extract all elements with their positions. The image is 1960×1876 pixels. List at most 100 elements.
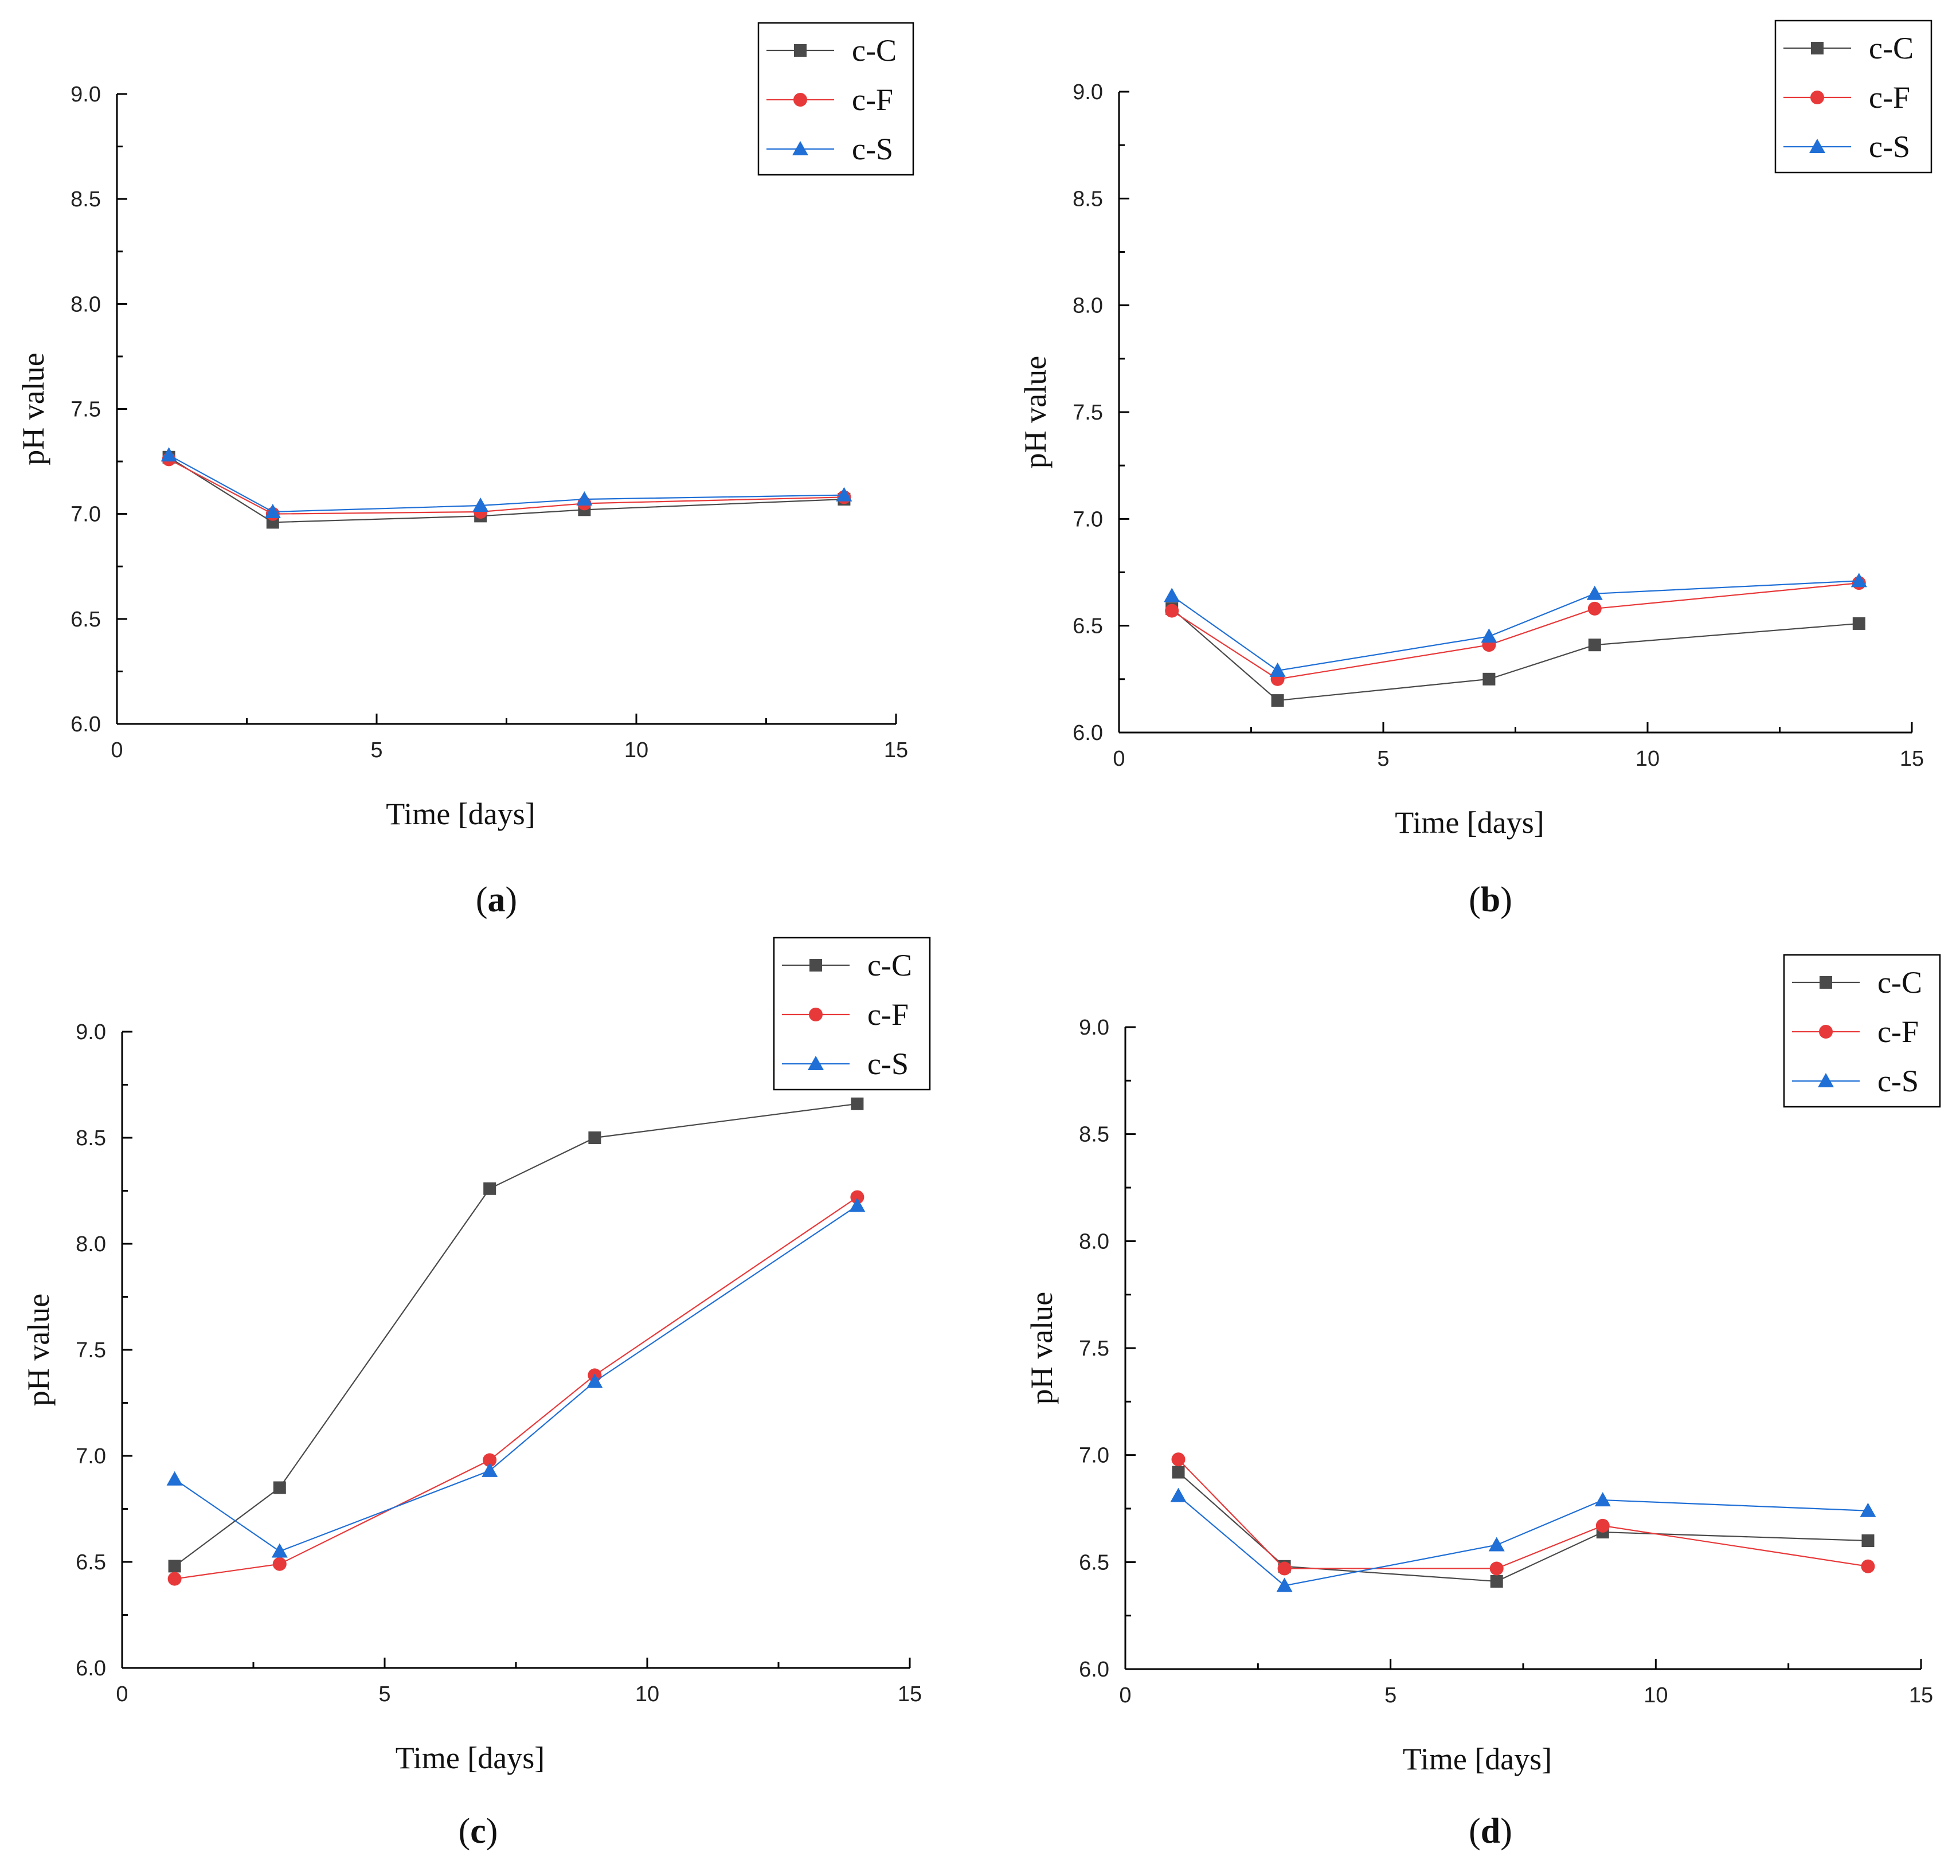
y-tick-label: 6.0 [1073, 721, 1103, 745]
legend-marker-c-C [1811, 42, 1824, 54]
y-tick-label: 6.5 [76, 1550, 106, 1575]
series-line-c-C [174, 1103, 858, 1567]
series-line-c-F [1177, 1459, 1868, 1569]
y-tick-label: 9.0 [71, 83, 101, 107]
data-point-c-S [1276, 1577, 1293, 1592]
legend-label-c-S: c-S [1869, 130, 1910, 164]
legend-marker-c-F [793, 93, 807, 107]
y-axis-title: pH value [21, 1294, 56, 1406]
y-tick-label: 7.5 [1079, 1337, 1109, 1361]
y-tick-label: 9.0 [1079, 1016, 1109, 1040]
data-point-c-C [483, 1182, 496, 1195]
x-axis-title: Time [days] [1395, 805, 1544, 840]
legend-marker-c-C [809, 959, 822, 972]
x-tick-label: 0 [1119, 1683, 1131, 1707]
data-point-c-C [1861, 1534, 1875, 1547]
x-tick-label: 15 [1900, 747, 1924, 771]
legend-marker-c-F [809, 1008, 823, 1021]
data-point-c-S [1586, 585, 1603, 600]
data-point-c-S [836, 487, 852, 502]
x-tick-label: 5 [370, 738, 382, 762]
legend-marker-c-S [808, 1056, 824, 1070]
legend-label-c-F: c-F [852, 83, 893, 117]
y-tick-label: 8.0 [1079, 1229, 1109, 1254]
data-point-c-C [1490, 1575, 1503, 1588]
legend-label-c-C: c-C [1877, 965, 1922, 1000]
data-point-c-S [482, 1462, 498, 1477]
legend-marker-c-S [1818, 1073, 1834, 1087]
caption-close-paren: ) [486, 1812, 498, 1851]
y-tick-label: 9.0 [76, 1020, 106, 1044]
legend-label-c-S: c-S [852, 132, 893, 166]
legend-label-c-S: c-S [1877, 1064, 1919, 1098]
x-tick-label: 10 [1636, 747, 1660, 771]
y-tick-label: 8.0 [1073, 294, 1103, 318]
data-point-c-C [1271, 694, 1284, 707]
data-point-c-F [1595, 1518, 1610, 1533]
legend-label-c-F: c-F [867, 997, 909, 1032]
caption-letter: d [1481, 1812, 1500, 1851]
legend: c-C c-F c-S [773, 937, 931, 1091]
data-point-c-F [1277, 1561, 1292, 1576]
data-point-c-C [851, 1097, 864, 1110]
y-axis-title: pH value [16, 353, 50, 465]
y-tick-label: 7.0 [1073, 507, 1103, 531]
y-tick-label: 8.0 [76, 1232, 106, 1256]
legend-label-c-C: c-C [1869, 31, 1914, 65]
panel-caption: (a) [476, 880, 517, 919]
legend: c-C c-F c-S [1774, 19, 1932, 174]
y-tick-label: 8.5 [71, 187, 101, 212]
data-point-c-S [1269, 662, 1286, 677]
data-point-c-C [588, 1131, 601, 1144]
y-tick-label: 7.5 [71, 398, 101, 422]
caption-letter: a [488, 880, 506, 919]
data-point-c-S [1860, 1502, 1876, 1517]
y-tick-label: 7.0 [76, 1444, 106, 1468]
legend-label-c-S: c-S [867, 1047, 909, 1081]
y-tick-label: 6.5 [1079, 1550, 1109, 1575]
y-tick-label: 9.0 [1073, 80, 1103, 104]
data-point-c-S [271, 1543, 288, 1558]
y-tick-label: 6.5 [71, 608, 101, 632]
y-tick-label: 6.5 [1073, 614, 1103, 639]
data-point-c-S [1488, 1537, 1505, 1552]
y-tick-label: 6.0 [71, 712, 101, 737]
data-point-c-S [586, 1373, 603, 1388]
x-tick-label: 5 [378, 1682, 390, 1706]
data-point-c-F [1861, 1559, 1875, 1573]
panel-caption: (d) [1469, 1812, 1512, 1851]
data-point-c-S [849, 1197, 866, 1212]
caption-open-paren: ( [459, 1812, 471, 1851]
chart-panel-b: 6.0 6.5 7.0 7.5 8.0 8.5 9.0 0 5 10 15 Time [days] pH… [1018, 19, 1932, 919]
x-tick-label: 0 [116, 1682, 128, 1706]
data-point-c-F [1171, 1452, 1186, 1467]
chart-panel-d: 6.0 6.5 7.0 7.5 8.0 8.5 9.0 0 5 10 15 Time [days] pH… [1024, 954, 1941, 1851]
data-point-c-C [1482, 672, 1496, 686]
y-tick-label: 7.0 [1079, 1444, 1109, 1468]
legend: c-C c-F c-S [757, 22, 914, 176]
legend-label-c-C: c-C [867, 948, 912, 982]
data-point-c-S [264, 504, 281, 519]
caption-letter: c [470, 1812, 486, 1851]
legend-marker-c-S [792, 141, 808, 155]
data-point-c-F [167, 1572, 182, 1586]
x-tick-label: 15 [884, 738, 908, 762]
legend: c-C c-F c-S [1783, 954, 1941, 1108]
y-axis-title: pH value [1018, 356, 1053, 468]
data-point-c-S [1164, 588, 1180, 602]
legend-marker-c-C [794, 44, 807, 57]
legend-label-c-F: c-F [1869, 80, 1910, 115]
y-tick-label: 6.0 [1079, 1658, 1109, 1682]
x-axis-title: Time [days] [396, 1741, 545, 1775]
data-point-c-C [1588, 639, 1601, 652]
data-point-c-F [850, 1190, 864, 1204]
chart-panel-c: 6.0 6.5 7.0 7.5 8.0 8.5 9.0 0 5 10 15 Time [days] pH… [21, 937, 931, 1851]
data-point-c-S [1170, 1487, 1187, 1502]
data-point-c-S [576, 491, 593, 506]
y-tick-label: 8.5 [76, 1126, 106, 1150]
x-tick-label: 5 [1384, 1683, 1396, 1707]
x-tick-label: 15 [1909, 1683, 1933, 1707]
data-point-c-S [1851, 573, 1867, 588]
y-tick-label: 8.0 [71, 292, 101, 316]
panel-caption: (c) [459, 1812, 498, 1851]
